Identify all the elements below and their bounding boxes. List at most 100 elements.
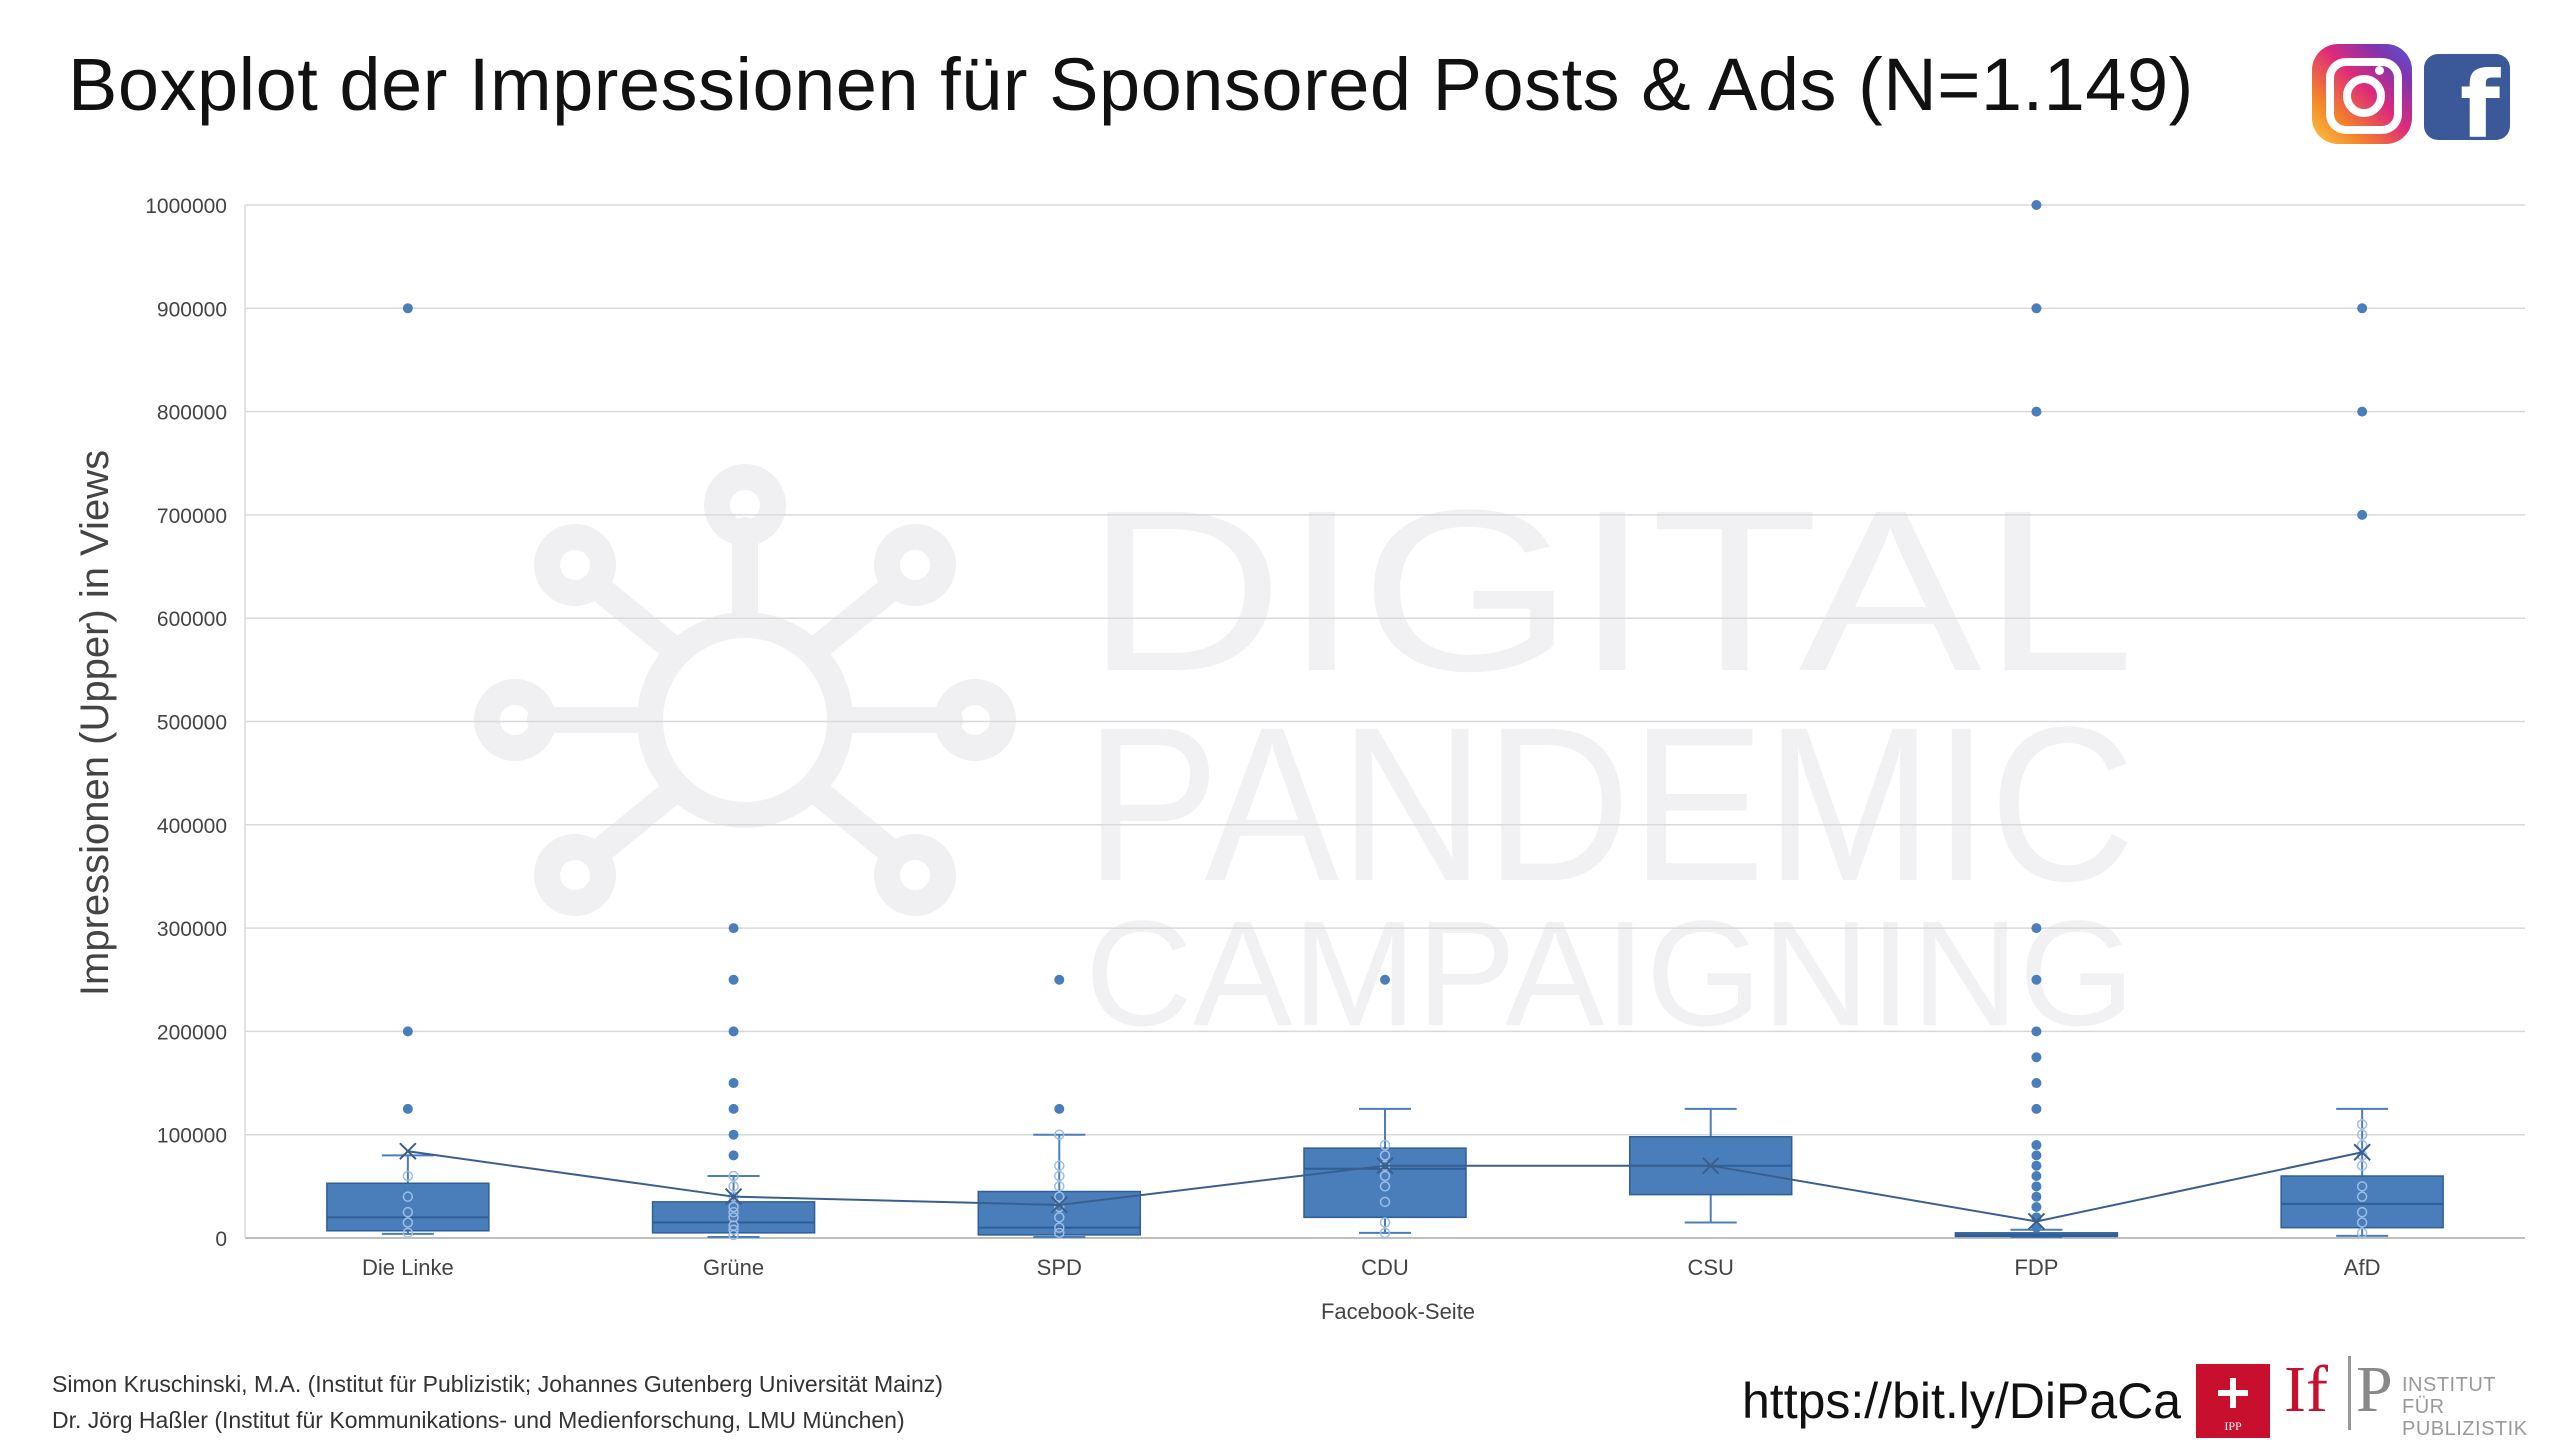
outlier-point [2357, 509, 2368, 520]
outlier-point [2031, 1160, 2042, 1171]
institute-line-2: PUBLIZISTIK [2402, 1418, 2528, 1440]
outlier-point [728, 1026, 739, 1037]
inner-point [1379, 1150, 1391, 1161]
ifp-logo-p: P [2356, 1353, 2393, 1426]
outlier-point [728, 1129, 739, 1140]
inner-point [2356, 1160, 2368, 1171]
outlier-point [2031, 1150, 2042, 1161]
inner-point [728, 1170, 739, 1182]
x-tick-label: SPD [1037, 1255, 1082, 1280]
outlier-point [2031, 200, 2042, 210]
boxplot-chart: DIGITAL PANDEMIC CAMPAIGNING 0 100000 2000… [73, 195, 2525, 1324]
outlier-point [1380, 974, 1390, 985]
page-title: Boxplot der Impressionen für Sponsored P… [68, 43, 2194, 126]
watermark: DIGITAL PANDEMIC CAMPAIGNING [474, 462, 2135, 1057]
inner-point [1379, 1170, 1391, 1182]
social-logos: f [2312, 44, 2512, 148]
y-tick-label: 100000 [157, 1125, 227, 1148]
outlier-point [402, 1026, 413, 1037]
mean-marker-stroke [399, 1142, 417, 1160]
outlier-point [2357, 303, 2368, 314]
outlier-point [2031, 974, 2042, 985]
x-tick-label: CSU [1687, 1255, 1733, 1280]
outlier-point [2031, 1202, 2042, 1213]
inner-point [2356, 1139, 2368, 1151]
y-tick-label: 700000 [157, 505, 227, 528]
watermark-line3: CAMPAIGNING [1085, 889, 2135, 1057]
mean-marker-stroke [1376, 1156, 1394, 1175]
instagram-icon [2312, 44, 2412, 144]
outlier-point [402, 303, 413, 314]
ifp-logo-letters: If [2284, 1353, 2328, 1426]
project-link[interactable]: https://bit.ly/DiPaCa [1742, 1373, 2182, 1429]
inner-point [1054, 1227, 1065, 1239]
box-die-linke [326, 303, 490, 1239]
x-tick-label: CDU [1361, 1255, 1409, 1280]
outlier-point [402, 1103, 413, 1114]
outlier-point [1054, 1103, 1065, 1114]
inner-point [1054, 1160, 1065, 1171]
y-tick-label: 800000 [157, 402, 227, 425]
inner-point [728, 1201, 739, 1213]
outlier-point [728, 923, 739, 934]
mean-marker-stroke [1050, 1196, 1068, 1214]
outlier-point [728, 974, 739, 985]
watermark-line1: DIGITAL [1085, 462, 2135, 719]
box-cdu [1303, 974, 1467, 1239]
x-axis-label: Facebook-Seite [1321, 1299, 1475, 1324]
outlier-point [2031, 303, 2042, 314]
mean-marker [1050, 1196, 1068, 1214]
outlier-point [2031, 1181, 2042, 1192]
inner-point [728, 1181, 739, 1192]
inner-point [2356, 1181, 2368, 1192]
inner-point [402, 1206, 414, 1218]
inner-point [2356, 1227, 2368, 1239]
box-afd [2280, 303, 2444, 1239]
outlier-point [2031, 1103, 2042, 1114]
y-tick-label: 600000 [157, 608, 227, 631]
y-tick-label: 1000000 [145, 195, 227, 218]
network-icon [474, 464, 1016, 916]
y-tick-label: 400000 [157, 815, 227, 838]
inner-point [2356, 1191, 2368, 1202]
box-fdp [1954, 200, 2119, 1238]
outlier-point [2031, 406, 2042, 417]
mean-marker [399, 1142, 417, 1160]
inner-point [1054, 1212, 1065, 1223]
outlier-point [1054, 974, 1065, 985]
outlier-point [728, 1078, 739, 1089]
box-grüne [651, 923, 816, 1241]
mean-marker [1702, 1156, 1720, 1175]
mean-marker-stroke [2027, 1212, 2046, 1231]
ifp-logo: If P INSTITUT FÜR PUBLIZISTIK [2284, 1352, 2534, 1440]
outlier-point [2031, 1171, 2042, 1182]
inner-point [402, 1227, 414, 1239]
inner-point [1054, 1170, 1065, 1182]
outlier-point [2357, 406, 2368, 417]
facebook-icon: f [2424, 54, 2510, 140]
outlier-point [728, 1150, 739, 1161]
inner-point [1379, 1181, 1391, 1192]
outlier-point [2031, 1052, 2042, 1063]
inner-point [728, 1224, 739, 1235]
inner-point [728, 1212, 739, 1223]
outlier-point [2031, 923, 2042, 934]
credit-line-2: Dr. Jörg Haßler (Institut für Kommunikat… [52, 1407, 905, 1433]
mean-marker [2353, 1143, 2371, 1161]
inner-point [1379, 1227, 1391, 1239]
inner-point [1054, 1222, 1065, 1233]
outlier-point [2031, 1191, 2042, 1202]
mean-marker-stroke [1702, 1156, 1720, 1175]
y-tick-label: 200000 [157, 1021, 227, 1044]
inner-point [402, 1170, 414, 1182]
inner-point [1054, 1129, 1065, 1140]
inner-point [2356, 1217, 2368, 1228]
inner-point [2356, 1119, 2368, 1130]
inner-point [1054, 1191, 1065, 1202]
x-tick-label: FDP [2014, 1255, 2058, 1280]
outlier-point [2031, 1026, 2042, 1037]
y-tick-label: 500000 [157, 712, 227, 735]
mean-marker [724, 1187, 743, 1206]
inner-point [1054, 1181, 1065, 1192]
institute-line-1: INSTITUT FÜR [2402, 1374, 2496, 1418]
